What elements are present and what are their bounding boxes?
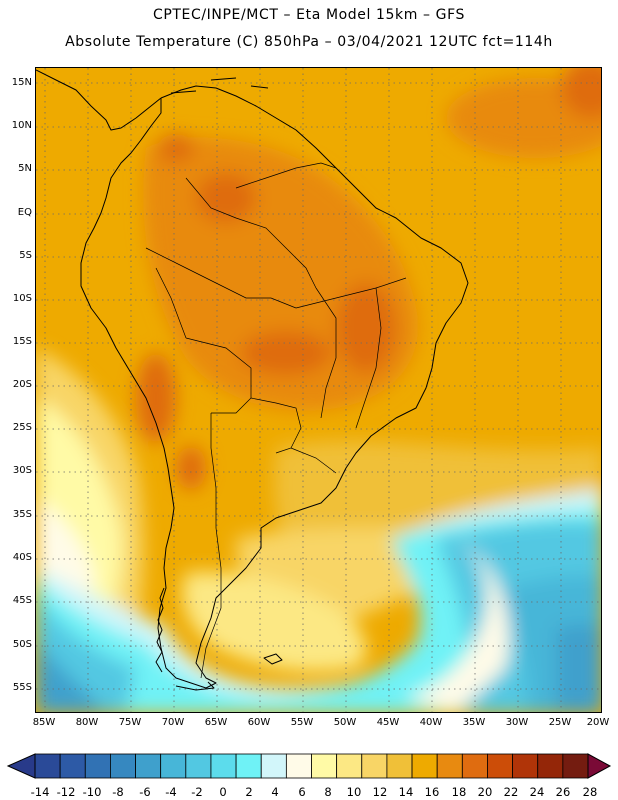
colorbar-label: 28 xyxy=(582,785,598,799)
colorbar-cell xyxy=(235,753,262,779)
lat-label: 30S xyxy=(12,465,32,476)
colorbar-cell xyxy=(185,753,212,779)
colorbar-cell xyxy=(461,753,488,779)
colorbar-label: 0 xyxy=(219,785,227,799)
colorbar-cell xyxy=(336,753,363,779)
colorbar-label: 6 xyxy=(298,785,306,799)
colorbar-label: 26 xyxy=(555,785,571,799)
lon-label: 70W xyxy=(161,717,185,728)
colorbar-cell xyxy=(562,753,589,779)
colorbar-cell xyxy=(34,753,61,779)
lat-label: 5S xyxy=(19,250,32,261)
lat-label: 40S xyxy=(12,552,32,563)
tierra-del-fuego xyxy=(175,681,215,691)
lon-label: 50W xyxy=(333,717,357,728)
colorbar-label: -12 xyxy=(56,785,76,799)
colorbar-cell xyxy=(260,753,287,779)
lon-label: 80W xyxy=(75,717,99,728)
lon-label: 40W xyxy=(419,717,443,728)
colorbar-cell xyxy=(160,753,187,779)
chart-subtitle: Absolute Temperature (C) 850hPa – 03/04/… xyxy=(65,34,553,50)
colorbar-cell xyxy=(311,753,338,779)
lat-label: 55S xyxy=(12,682,32,693)
lon-label: 25W xyxy=(548,717,572,728)
caribbean-islands xyxy=(170,77,269,94)
colorbar-arrow-right xyxy=(587,753,612,779)
central-america-coast xyxy=(36,69,162,131)
colorbar-cells xyxy=(34,753,589,779)
lat-label: 20S xyxy=(12,379,32,390)
colorbar-cell xyxy=(512,753,539,779)
colorbar-cell xyxy=(110,753,136,779)
colorbar-cell xyxy=(411,753,438,779)
colorbar-label: -14 xyxy=(30,785,50,799)
colorbar-cell xyxy=(135,753,162,779)
south-america-coast xyxy=(80,85,469,689)
colorbar-label: -8 xyxy=(112,785,124,799)
colorbar-label: 12 xyxy=(372,785,388,799)
lon-label: 75W xyxy=(118,717,142,728)
colorbar-cell xyxy=(487,753,513,779)
lon-label: 20W xyxy=(586,717,610,728)
graticule xyxy=(36,68,601,712)
colorbar-label: 22 xyxy=(503,785,519,799)
lon-label: 55W xyxy=(290,717,314,728)
colorbar-cell xyxy=(59,753,86,779)
lat-label: 45S xyxy=(12,595,32,606)
colorbar-label: 20 xyxy=(477,785,493,799)
lon-label: 30W xyxy=(505,717,529,728)
colorbar-label: 16 xyxy=(424,785,440,799)
temperature-field xyxy=(36,68,601,712)
chile-coast-fjords xyxy=(155,587,165,673)
lon-label: 45W xyxy=(376,717,400,728)
lat-label: 10N xyxy=(11,120,32,131)
colorbar-cell xyxy=(361,753,388,779)
coastlines xyxy=(36,69,469,691)
colorbar-label: -4 xyxy=(165,785,177,799)
colorbar xyxy=(6,753,612,779)
lon-label: 65W xyxy=(204,717,228,728)
colorbar-arrow-left xyxy=(6,753,36,779)
map-canvas xyxy=(36,68,601,712)
colorbar-label: 10 xyxy=(346,785,362,799)
lat-label: 35S xyxy=(12,509,32,520)
colorbar-cell xyxy=(210,753,237,779)
colorbar-label: -10 xyxy=(82,785,102,799)
colorbar-cell xyxy=(386,753,413,779)
colorbar-cell xyxy=(84,753,111,779)
colorbar-label: 4 xyxy=(271,785,279,799)
colorbar-label: 24 xyxy=(529,785,545,799)
lon-label: 85W xyxy=(32,717,56,728)
lon-label: 60W xyxy=(247,717,271,728)
falkland-islands xyxy=(263,653,283,665)
colorbar-label: -2 xyxy=(191,785,203,799)
lat-label: 25S xyxy=(12,422,32,433)
colorbar-label: -6 xyxy=(139,785,151,799)
chart-title: CPTEC/INPE/MCT – Eta Model 15km – GFS xyxy=(152,7,466,23)
lat-label: 10S xyxy=(12,293,32,304)
colorbar-label: 14 xyxy=(398,785,414,799)
colorbar-label: 8 xyxy=(324,785,332,799)
country-borders xyxy=(145,162,407,679)
colorbar-label: 2 xyxy=(245,785,253,799)
lat-label: 15N xyxy=(11,77,32,88)
colorbar-cell xyxy=(537,753,564,779)
lat-label: EQ xyxy=(17,207,32,218)
colorbar-label: 18 xyxy=(451,785,467,799)
temperature-map xyxy=(35,67,602,713)
colorbar-cell xyxy=(436,753,463,779)
lat-label: 50S xyxy=(12,639,32,650)
lon-label: 35W xyxy=(462,717,486,728)
colorbar-cell xyxy=(285,753,312,779)
lat-label: 5N xyxy=(18,163,32,174)
lat-label: 15S xyxy=(12,336,32,347)
